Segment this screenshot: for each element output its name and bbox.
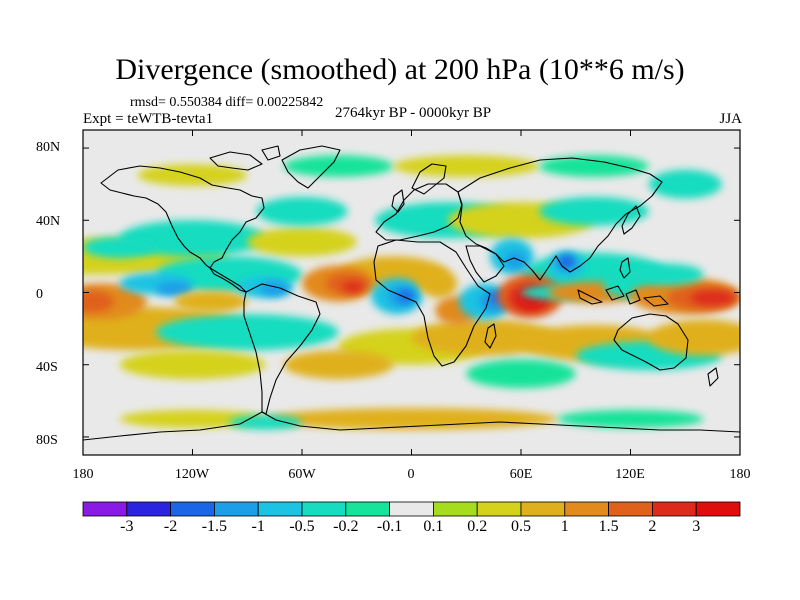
lon-label-0: 0: [407, 467, 415, 482]
coast-british-isles: [391, 189, 405, 213]
colorbar-swatch: [170, 501, 215, 517]
colorbar-label: 0.5: [511, 518, 531, 535]
divergence-field: [83, 155, 740, 430]
colorbar-label: -0.2: [333, 518, 359, 535]
coast-australia: [613, 313, 689, 371]
field-blob: [256, 196, 348, 226]
coast-new-zealand: [707, 367, 719, 387]
figure-title: Divergence (smoothed) at 200 hPa (10**6 …: [115, 53, 685, 86]
colorbar-swatch: [389, 501, 434, 517]
lat-label-40s: 40S: [36, 360, 58, 375]
lon-label-180e: 180: [729, 467, 751, 482]
field-blob: [260, 281, 290, 297]
period-label: 2764kyr BP - 0000kyr BP: [334, 105, 492, 121]
field-blob: [411, 319, 558, 356]
colorbar-swatch: [345, 501, 390, 517]
colorbar-label: 2: [648, 518, 657, 535]
field-blob: [283, 155, 394, 177]
axis-ticks: [82, 130, 741, 455]
field-blob: [420, 269, 458, 298]
colorbar-swatch: [608, 501, 653, 517]
coast-asia: [457, 157, 663, 281]
coast-philippines: [619, 257, 631, 279]
colorbar-swatch: [476, 501, 522, 517]
colorbar-label: -1.5: [201, 518, 228, 535]
colorbar-label: -0.5: [289, 518, 315, 535]
field-blob: [83, 290, 114, 313]
field-blob: [119, 409, 266, 428]
coast-north-america: [100, 165, 265, 269]
colorbar-swatch: [82, 501, 128, 517]
coast-japan: [621, 205, 641, 235]
coast-madagascar: [484, 323, 497, 349]
coast-arctic-islands: [209, 145, 281, 171]
field-blob: [539, 155, 649, 177]
field-blob: [229, 415, 302, 430]
field-blob: [648, 169, 722, 199]
field-blob: [342, 281, 364, 293]
field-blob: [466, 359, 576, 389]
colorbar-swatch: [126, 501, 172, 517]
colorbar-label: 1.5: [598, 518, 619, 535]
colorbar: [82, 501, 741, 517]
field-blob: [283, 350, 394, 380]
field-blob: [265, 408, 558, 430]
field-blob: [156, 281, 193, 297]
lon-label-60w: 60W: [288, 467, 316, 482]
colorbar-swatch: [695, 501, 741, 517]
coast-central-america: [209, 267, 247, 293]
lat-label-0: 0: [36, 287, 43, 302]
field-blob: [504, 251, 527, 269]
lon-label-180w: 180: [72, 467, 94, 482]
season-label: JJA: [719, 111, 742, 127]
field-blob: [630, 263, 704, 286]
coastlines: [83, 145, 740, 441]
colorbar-swatch: [520, 501, 566, 517]
colorbar-label: -2: [163, 518, 178, 535]
field-blob: [83, 236, 156, 259]
field-blob: [156, 314, 339, 351]
field-blob: [539, 196, 649, 226]
field-blob: [119, 220, 266, 257]
field-blob: [557, 409, 704, 428]
lat-label-80n: 80N: [36, 140, 61, 155]
field-blob: [557, 254, 576, 269]
lon-label-60e: 60E: [509, 467, 533, 482]
field-blob: [648, 319, 740, 356]
lat-label-80s: 80S: [36, 433, 58, 448]
lon-label-120w: 120W: [174, 467, 210, 482]
colorbar-label: -1: [251, 518, 265, 535]
field-blob: [393, 155, 540, 177]
coast-indonesia: [577, 285, 669, 307]
field-blob: [247, 227, 357, 257]
colorbar-swatch: [652, 501, 697, 517]
field-blob: [690, 290, 735, 306]
coast-scandinavia: [411, 163, 447, 195]
rmsd-diff-text: rmsd= 0.550384 diff= 0.00225842: [130, 95, 324, 110]
field-blob: [119, 350, 266, 380]
coast-greenland: [281, 145, 341, 189]
colorbar-label: 1: [560, 518, 569, 535]
lat-label-40n: 40N: [36, 214, 61, 229]
coast-arabia: [465, 245, 505, 283]
colorbar-swatch: [213, 501, 259, 517]
colorbar-label: 0.2: [467, 518, 488, 535]
colorbar-swatch: [257, 501, 303, 517]
experiment-label: Expt = teWTB-tevta1: [83, 111, 214, 127]
field-blob: [137, 164, 248, 186]
colorbar-label: -0.1: [376, 518, 403, 535]
colorbar-label: 3: [692, 518, 701, 535]
colorbar-swatch: [301, 501, 347, 517]
field-blob: [174, 290, 248, 313]
coast-south-america: [243, 283, 321, 415]
colorbar-swatch: [432, 501, 478, 517]
coast-antarctica: [83, 411, 740, 441]
colorbar-label: 0.1: [423, 518, 444, 535]
colorbar-label: -3: [120, 518, 134, 535]
coast-africa: [373, 239, 491, 367]
lon-label-120e: 120E: [615, 467, 645, 482]
colorbar-swatch: [564, 501, 609, 517]
